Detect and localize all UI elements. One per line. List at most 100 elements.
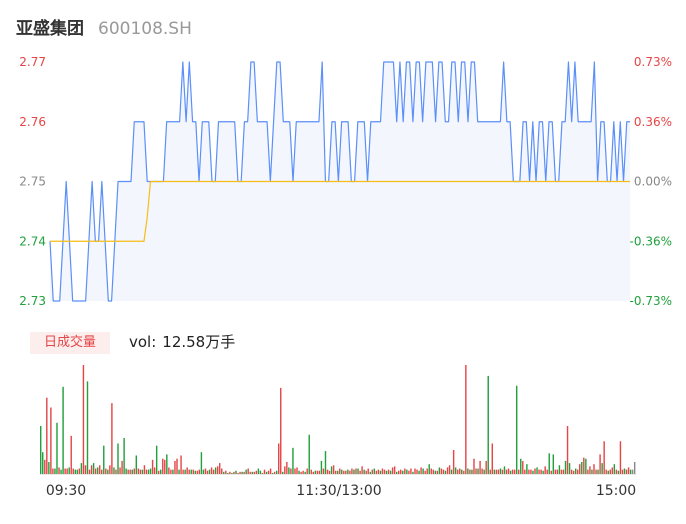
volume-bar — [507, 468, 510, 474]
volume-bar — [212, 469, 215, 474]
volume-bar — [467, 468, 469, 474]
volume-bar — [308, 434, 310, 474]
volume-bar — [552, 454, 555, 474]
volume-bar — [267, 470, 270, 474]
volume-bar — [94, 468, 97, 474]
volume-bar — [98, 465, 101, 474]
volume-bar — [245, 469, 247, 474]
volume-bar — [80, 463, 83, 474]
y-tick-label-left: 2.73 — [19, 294, 46, 308]
volume-bar — [473, 458, 475, 474]
volume-bar — [379, 470, 382, 474]
y-tick-label-right: 0.36% — [634, 115, 672, 129]
y-tick-label-right: -0.36% — [630, 234, 672, 248]
volume-bar — [231, 472, 233, 474]
volume-bar — [471, 469, 473, 474]
volume-bar — [194, 470, 197, 474]
volume-bar — [536, 467, 538, 474]
volume-bar — [225, 470, 227, 474]
volume-bar — [503, 466, 506, 474]
volume-bar — [609, 469, 611, 474]
volume-bar — [277, 443, 280, 474]
volume-bar — [591, 469, 593, 474]
volume-bar — [314, 470, 317, 474]
volume-bar — [46, 397, 48, 474]
volume-bar — [312, 471, 314, 474]
y-tick-label-right: -0.73% — [630, 294, 672, 308]
volume-bar — [139, 469, 142, 474]
volume-bar — [288, 467, 290, 474]
volume-bar — [601, 463, 603, 474]
volume-bar — [330, 466, 333, 474]
volume-bar — [127, 469, 129, 474]
volume-bar — [560, 469, 563, 474]
volume-bar — [44, 459, 46, 474]
volume-bar — [334, 470, 337, 474]
volume-bar — [349, 470, 351, 474]
volume-bar — [613, 464, 616, 474]
volume-bar — [129, 469, 131, 474]
volume-bar — [570, 469, 573, 474]
volume-bar — [579, 464, 581, 474]
volume-bar — [208, 469, 211, 474]
volume-bar — [611, 467, 614, 474]
volume-bar — [284, 466, 286, 474]
volume-bar — [58, 467, 60, 474]
volume-bar — [345, 470, 347, 474]
volume-bar — [491, 443, 493, 474]
volume-bar — [375, 470, 378, 474]
volume-bar — [263, 469, 266, 474]
volume-bar — [190, 469, 192, 474]
volume-bar — [162, 458, 164, 474]
volume-bar — [269, 468, 272, 474]
volume-bar — [113, 467, 115, 474]
volume-bar — [306, 468, 308, 474]
volume-bar — [623, 468, 626, 474]
volume-bar — [511, 469, 514, 474]
volume-bar — [406, 469, 408, 474]
volume-bar — [86, 381, 89, 474]
volume-bar — [505, 469, 508, 474]
volume-bar — [564, 460, 567, 474]
volume-bar — [168, 467, 170, 474]
volume-bar — [542, 470, 544, 474]
volume-bar — [176, 458, 178, 474]
volume-bar — [72, 468, 74, 474]
volume-bar — [243, 471, 245, 474]
volume-bar — [255, 470, 258, 474]
volume-bar — [153, 467, 156, 474]
volume-bar — [259, 470, 262, 474]
volume-bar — [365, 470, 367, 474]
volume-bar — [416, 469, 418, 474]
volume-bar — [219, 463, 221, 474]
volume-bar — [280, 387, 282, 474]
volume-bar — [385, 470, 388, 474]
volume-bar — [42, 452, 44, 474]
volume-bar — [233, 471, 235, 474]
volume-bar — [320, 460, 323, 474]
volume-bar — [143, 465, 146, 474]
volume-bar — [589, 466, 591, 474]
volume-bar — [465, 365, 467, 474]
volume-bar — [62, 386, 64, 474]
volume-bar — [528, 469, 530, 474]
volume-bar — [393, 466, 396, 474]
volume-bar — [459, 468, 461, 474]
volume-bar — [294, 468, 296, 474]
volume-bar — [84, 465, 87, 474]
volume-bar — [184, 469, 186, 474]
volume-bar — [457, 469, 459, 474]
volume-bar — [558, 465, 561, 474]
volume-bar — [518, 469, 520, 474]
volume-bar — [454, 467, 457, 474]
volume-summary: vol: 12.58万手 — [129, 331, 235, 352]
volume-bar — [469, 469, 471, 474]
volume-bar — [373, 468, 376, 474]
volume-bar — [271, 472, 274, 474]
volume-bar — [603, 441, 605, 474]
volume-bar — [587, 469, 589, 474]
volume-bar — [103, 445, 105, 474]
volume-bar — [105, 468, 107, 474]
volume-bar — [304, 471, 306, 474]
volume-bar — [607, 470, 609, 474]
